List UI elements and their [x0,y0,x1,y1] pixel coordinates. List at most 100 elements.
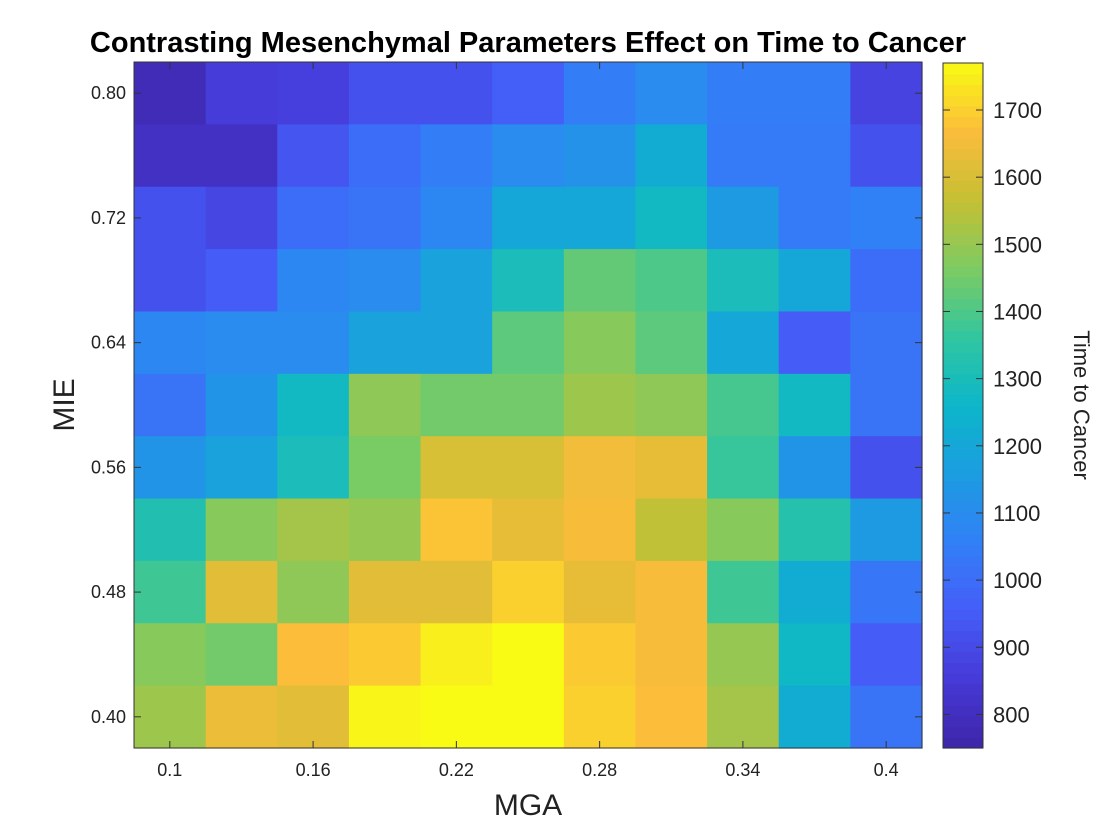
heatmap-cell [348,373,422,437]
heatmap-cell [420,498,493,562]
x-tick-label: 0.34 [725,760,760,780]
colorbar-segment [943,619,983,631]
y-tick-label: 0.80 [91,83,126,103]
heatmap-cell [850,62,923,125]
heatmap-cell [707,373,780,437]
heatmap-cell [563,373,637,437]
heatmap-cell [134,311,207,375]
heatmap-cell [778,311,851,375]
colorbar-segment [943,694,983,706]
heatmap-cell [420,186,493,250]
y-tick-label: 0.56 [91,457,126,477]
heatmap-cell [707,623,780,687]
colorbar-tick-label: 1100 [993,501,1040,526]
heatmap-cell [420,560,493,624]
x-tick-label: 0.1 [157,760,182,780]
heatmap-cell [348,186,422,250]
chart-title: Contrasting Mesenchymal Parameters Effec… [90,27,966,59]
heatmap-cell [134,62,207,125]
heatmap-cell [277,436,350,500]
heatmap-cell [205,498,278,562]
plot-frame [133,61,923,749]
colorbar-segment [943,651,983,663]
heatmap-cell [707,685,780,749]
colorbar-segment [943,266,983,278]
heatmap-cell [850,623,923,687]
colorbar-segment [943,587,983,599]
colorbar-segment [943,608,983,621]
heatmap-cell [205,623,278,687]
heatmap-cell [205,685,278,749]
heatmap-cell [134,498,207,562]
heatmap-cell [348,62,422,125]
colorbar-ticks: 800 900 1000 1100 1200 1300 1400 1500 1600 1700 [943,98,1042,727]
x-tick-label: 0.28 [582,760,617,780]
colorbar-segment [943,191,983,203]
heatmap-cell [492,623,565,687]
heatmap-cell [635,498,708,562]
heatmap-cell [850,685,923,749]
colorbar-segment [943,384,983,396]
heatmap-cell [778,685,851,749]
colorbar-tick-label: 1300 [993,367,1042,392]
heatmap-cell [420,249,493,313]
colorbar-segment [943,148,983,160]
colorbar-segment [943,598,983,610]
heatmap-cell [850,186,923,250]
heatmap-cell [492,186,565,250]
y-axis-ticks: 0.80 0.72 0.64 0.56 0.48 0.40 [91,83,922,727]
colorbar-segment [943,737,983,749]
colorbar-segment [943,223,983,235]
heatmap-cell [134,249,207,313]
heatmap-cell [635,186,708,250]
heatmap-cell [850,124,923,188]
heatmap-cell [134,373,207,437]
heatmap-cell [635,249,708,313]
colorbar-segment [943,448,983,460]
heatmap-cell [563,311,637,375]
heatmap-cell [205,124,278,188]
x-axis-label: MGA [494,789,562,822]
y-tick-label: 0.48 [91,582,126,602]
heatmap-cell [420,62,493,125]
y-tick-label: 0.72 [91,208,126,228]
heatmap-cell [635,436,708,500]
heatmap-cell [277,124,350,188]
heatmap-cell [348,124,422,188]
x-tick-label: 0.16 [296,760,331,780]
y-tick-label: 0.64 [91,333,126,353]
heatmap-cell [205,311,278,375]
colorbar-tick-label: 1500 [993,232,1042,257]
heatmap-cells [134,62,923,749]
colorbar-segment [943,501,983,514]
colorbar-segment [943,287,983,300]
colorbar-segment [943,566,983,578]
heatmap-cell [348,560,422,624]
heatmap-cell [850,373,923,437]
colorbar-segment [943,469,983,482]
heatmap-cell [492,373,565,437]
heatmap-cell [707,124,780,188]
colorbar-tick-label: 1200 [993,434,1042,459]
heatmap-cell [707,560,780,624]
colorbar-segment [943,630,983,642]
heatmap-cell [277,498,350,562]
heatmap-cell [348,498,422,562]
heatmap-cell [420,311,493,375]
heatmap-cell [707,436,780,500]
colorbar-segment [943,95,983,107]
colorbar-segment [943,555,983,567]
heatmap-cell [635,685,708,749]
heatmap-cell [850,498,923,562]
colorbar-segment [943,533,983,546]
colorbar-segment [943,234,983,246]
colorbar-segment [943,309,983,321]
heatmap-cell [778,373,851,437]
colorbar-tick-label: 800 [993,702,1030,727]
heatmap-cell [205,373,278,437]
colorbar-segment [943,416,983,428]
heatmap-cell [205,186,278,250]
heatmap-cell [563,62,637,125]
colorbar-segment [943,512,983,524]
